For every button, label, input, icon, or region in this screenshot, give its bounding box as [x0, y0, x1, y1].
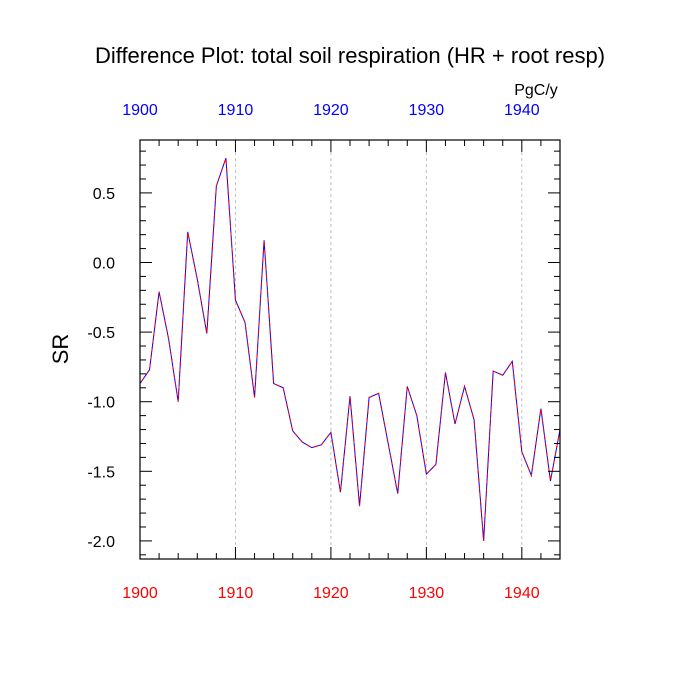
y-tick-label: -1.0: [87, 395, 115, 412]
y-tick-label: 0.5: [93, 186, 115, 203]
x-tick-label-bottom: 1940: [504, 585, 540, 602]
chart-title: Difference Plot: total soil respiration …: [95, 43, 605, 68]
axis-ticks: 1900 1900 1910 1910 1920 1920 1930 1930 1940 1940…: [87, 102, 561, 602]
plot-frame: [139, 139, 561, 560]
y-tick-label: -2.0: [87, 534, 115, 551]
x-tick-label-bottom: 1930: [409, 585, 445, 602]
series-line-dashed: [140, 157, 560, 541]
series-line: [140, 157, 560, 541]
x-tick-label-bottom: 1900: [122, 585, 158, 602]
x-tick-label-bottom: 1910: [218, 585, 254, 602]
series-lines: [140, 157, 560, 541]
y-tick-label: -0.5: [87, 325, 115, 342]
y-axis-label: SR: [48, 334, 73, 365]
x-tick-label-top: 1920: [313, 102, 349, 119]
x-tick-label-top: 1910: [218, 102, 254, 119]
grid-lines: [235, 140, 523, 559]
y-tick-label: 0.0: [93, 255, 115, 272]
x-tick-label-top: 1900: [122, 102, 158, 119]
x-tick-label-top: 1940: [504, 102, 540, 119]
x-tick-label-top: 1930: [409, 102, 445, 119]
units-label: PgC/y: [514, 82, 558, 99]
x-tick-label-bottom: 1920: [313, 585, 349, 602]
y-tick-label: -1.5: [87, 464, 115, 481]
